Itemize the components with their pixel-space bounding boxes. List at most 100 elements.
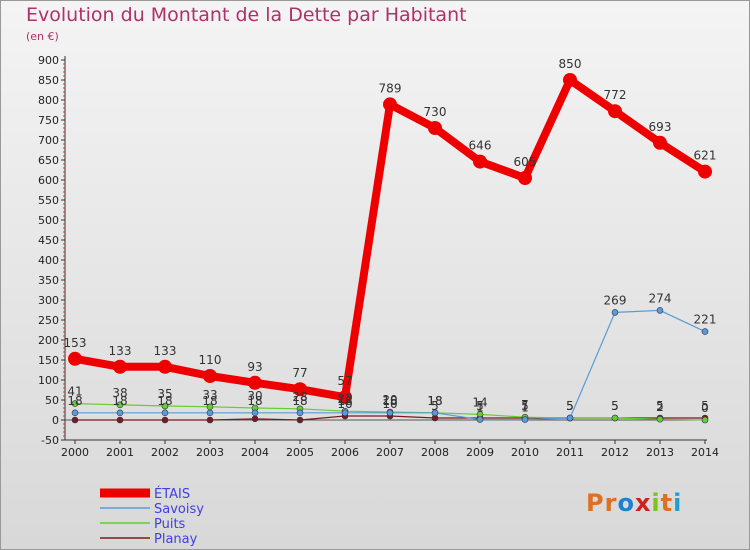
data-label: 5 (566, 399, 574, 413)
data-point (296, 409, 304, 417)
data-label: 33 (202, 388, 217, 402)
y-tick-label: 100 (38, 374, 59, 387)
data-label: 18 (202, 394, 217, 408)
data-point (116, 401, 124, 409)
y-tick-label: 450 (38, 234, 59, 247)
legend-label: Puits (154, 517, 186, 532)
data-label: 35 (157, 387, 172, 401)
data-label: 5 (656, 399, 664, 413)
data-point (248, 375, 262, 390)
y-tick-label: 500 (38, 214, 59, 227)
legend-label: Planay (154, 532, 198, 547)
data-point (386, 409, 394, 417)
data-point (698, 164, 712, 179)
y-tick-label: 700 (38, 134, 59, 147)
data-label: 5 (566, 399, 574, 413)
data-label: 1 (476, 401, 484, 415)
data-point (566, 414, 574, 422)
data-label: 18 (112, 394, 127, 408)
data-point (656, 415, 664, 423)
x-tick-label: 2000 (61, 446, 89, 459)
data-point (473, 154, 487, 169)
data-point (611, 414, 619, 422)
data-label: 18 (292, 394, 307, 408)
data-point (71, 416, 79, 424)
y-tick-label: -50 (41, 434, 59, 447)
data-point (563, 73, 577, 87)
data-point (518, 171, 532, 185)
data-label: 5 (566, 399, 574, 413)
chart-subtitle: (en €) (26, 30, 59, 43)
y-tick-label: 750 (38, 114, 59, 127)
data-point (68, 351, 82, 366)
y-tick-label: 900 (38, 54, 59, 67)
data-point (653, 135, 667, 150)
x-tick-label: 2004 (241, 446, 269, 459)
x-tick-label: 2010 (511, 446, 539, 459)
data-label: 41 (67, 385, 82, 399)
data-label: 18 (157, 394, 172, 408)
legend-label: Savoisy (154, 502, 204, 517)
data-point (71, 400, 79, 407)
y-tick-label: 650 (38, 154, 59, 167)
legend-label: ÉTAIS (154, 486, 190, 502)
data-label: 269 (604, 293, 627, 307)
data-point (71, 409, 79, 417)
y-tick-label: 850 (38, 74, 59, 87)
data-point (206, 409, 214, 417)
data-point (296, 416, 304, 424)
y-tick-label: 0 (52, 414, 59, 427)
y-tick-label: 150 (38, 354, 59, 367)
data-point (203, 369, 217, 383)
data-point (293, 382, 307, 397)
y-tick-label: 200 (38, 334, 59, 347)
data-label: 1 (521, 401, 529, 415)
logo-letter: t (660, 489, 674, 517)
data-label: 18 (427, 394, 442, 408)
data-label: 221 (694, 313, 717, 327)
y-tick-label: 800 (38, 94, 59, 107)
data-point (206, 416, 214, 424)
x-tick-label: 2009 (466, 446, 494, 459)
data-point (251, 415, 259, 423)
data-label: 38 (112, 386, 127, 400)
data-point (161, 402, 169, 410)
logo-letter: i (673, 489, 683, 517)
data-label: 2 (656, 400, 664, 414)
data-label: 10 (337, 397, 352, 411)
data-point (158, 359, 172, 374)
data-label: 18 (337, 394, 352, 408)
data-label: 850 (559, 57, 582, 71)
data-label: 18 (67, 394, 82, 408)
data-label: 605 (514, 155, 537, 169)
data-point (428, 121, 442, 135)
x-tick-label: 2014 (691, 446, 719, 459)
y-tick-label: 50 (45, 394, 59, 407)
data-point (383, 97, 397, 112)
data-point (251, 409, 259, 417)
data-label: 274 (649, 291, 672, 305)
data-label: 621 (694, 149, 717, 163)
data-label: 57 (337, 374, 352, 388)
data-label: 93 (247, 360, 262, 374)
proxiti-logo: Proxiti (586, 489, 682, 517)
x-tick-label: 2006 (331, 446, 359, 459)
y-tick-label: 600 (38, 174, 59, 187)
data-point (113, 359, 127, 374)
y-tick-label: 350 (38, 274, 59, 287)
data-label: 5 (521, 399, 529, 413)
data-label: 5 (431, 399, 439, 413)
logo-letter: r (604, 489, 618, 517)
data-point (341, 409, 349, 417)
data-label: 133 (154, 344, 177, 358)
data-label: 110 (199, 353, 222, 367)
logo-letter: i (651, 489, 661, 517)
x-tick-label: 2002 (151, 446, 179, 459)
data-point (701, 416, 709, 424)
data-label: 18 (427, 394, 442, 408)
y-tick-label: 300 (38, 294, 59, 307)
data-point (701, 328, 709, 335)
data-label: 5 (476, 399, 484, 413)
